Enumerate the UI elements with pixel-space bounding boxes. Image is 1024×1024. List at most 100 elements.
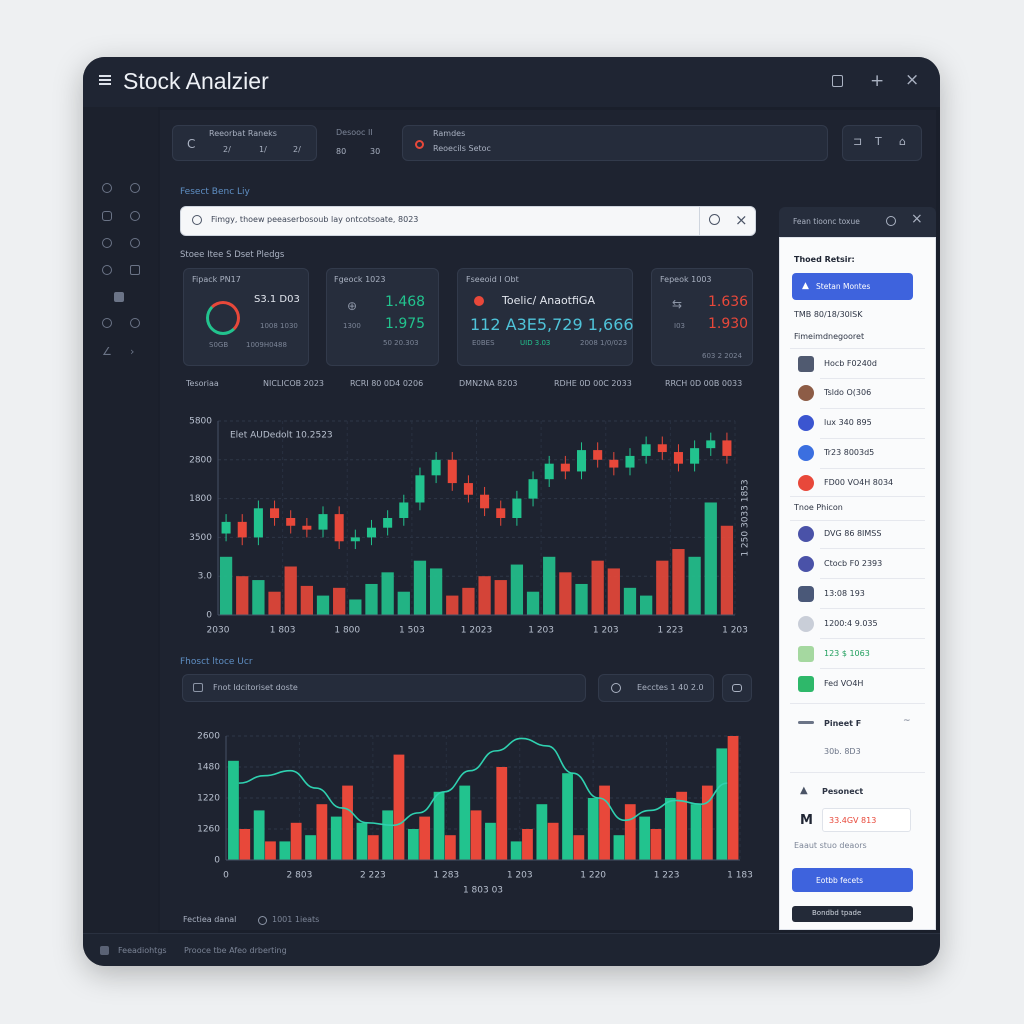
volume-bar (543, 556, 556, 615)
panel-heading: Thoed Retsir: (794, 255, 855, 264)
bar-line-chart: 2600 1480 1220 1260 00 2 803 2 223 1 283 1 203 1 … (197, 732, 753, 896)
nav-icon[interactable] (102, 265, 112, 275)
card-sub: 1300 (343, 322, 361, 330)
bar (367, 835, 379, 860)
amount-field[interactable]: 33.4GV 813 (822, 808, 911, 832)
stat-card[interactable]: Fepeok 1003 ⇆ 1.636 1.930 I03 603 2 2024 (651, 268, 753, 366)
nav-icon[interactable] (130, 318, 140, 328)
source-label: Ramdes (433, 129, 466, 138)
card-foot: 2008 1/0/023 (580, 339, 628, 347)
volume-bar (510, 564, 524, 615)
bar (664, 798, 676, 860)
nav-icon[interactable]: ∠ (102, 345, 112, 358)
nav-icon[interactable] (130, 211, 140, 221)
action-icon[interactable]: T (875, 135, 882, 148)
action-icon[interactable]: ⌂ (899, 135, 906, 148)
volume-bar (672, 549, 685, 615)
nav-icon[interactable] (130, 183, 140, 193)
bar (393, 754, 405, 860)
list-item[interactable]: Hocb F0240d (824, 359, 877, 368)
list-item[interactable]: Tsldo O(306 (824, 388, 872, 397)
list-item[interactable]: Fed VO4H (824, 679, 864, 688)
nav-icon[interactable] (102, 318, 112, 328)
candle-body (221, 521, 231, 534)
clear-button[interactable]: × (735, 211, 748, 229)
bar (510, 841, 522, 860)
menu-icon[interactable] (99, 75, 111, 77)
range-part: 2/ (223, 145, 231, 154)
panel-group: Tnoe Phicon (794, 503, 843, 512)
app-title: Stock Analzier (123, 68, 269, 94)
list-item[interactable]: 123 $ 1063 (824, 649, 870, 658)
action-icon[interactable]: ⊐ (853, 135, 863, 148)
period-part: 80 (336, 147, 347, 156)
stat-card[interactable]: Fipack PN17 S3.1 D03 1008 1030 S0GB 1009… (183, 268, 309, 366)
list-item[interactable]: FD00 VO4H 8034 (824, 478, 894, 487)
volume-bar (607, 568, 620, 615)
volume-bar (397, 591, 410, 615)
y-tick-label: 1480 (197, 763, 220, 773)
nav-icon[interactable] (102, 211, 112, 221)
nav-icon[interactable] (130, 238, 140, 248)
card-foot: 1009H0488 (246, 341, 287, 349)
panel-search[interactable] (886, 216, 896, 226)
list-item[interactable]: lux 340 895 (824, 418, 872, 427)
x-tick-label: 1 800 (334, 626, 360, 636)
search-button[interactable] (709, 214, 720, 225)
filter-input[interactable]: Fnot Idcitoriset doste (182, 674, 586, 702)
list-item[interactable]: DVG 86 8IMSS (824, 529, 882, 538)
volume-bar (688, 556, 701, 615)
primary-button[interactable]: ▲ Stetan Montes (792, 273, 913, 300)
candle-body (625, 455, 635, 468)
x-axis-label: 1 803 03 (463, 886, 503, 896)
nav-icon[interactable] (130, 265, 140, 275)
section-label: Fesect Benc Liy (180, 187, 250, 197)
stat-card[interactable]: Fgeock 1023 ⊕ 1.468 1.975 1300 50 20.303 (326, 268, 439, 366)
nav-icon[interactable] (102, 238, 112, 248)
list-item[interactable]: Tr23 8003d5 (824, 448, 875, 457)
panel-close[interactable]: × (911, 211, 923, 227)
candle-body (286, 518, 296, 526)
range-selector[interactable]: C Reeorbat Raneks 2/ 1/ 2/ (172, 125, 317, 161)
volume-bar (640, 595, 653, 615)
list-item[interactable]: 1200:4 9.035 (824, 619, 878, 628)
panel-meta: TMB 80/18/30ISK (794, 310, 863, 319)
y-tick-label: 0 (214, 856, 220, 866)
bar (470, 810, 482, 860)
footer-button[interactable]: Bondbd tpade (792, 906, 913, 922)
source-selector[interactable]: Ramdes Reoecils Setoc (402, 125, 828, 161)
candle-body (480, 494, 490, 509)
volume-bar (526, 591, 540, 615)
bar (228, 760, 239, 860)
list-item[interactable]: 13:08 193 (824, 589, 865, 598)
nav-icon[interactable]: › (130, 345, 135, 358)
candle-body (334, 514, 344, 542)
search-bar[interactable]: Fimgy, thoew peeaserbosoub lay ontcotsoa… (180, 206, 756, 236)
search-field[interactable]: Eecctes 1 40 2.0 (598, 674, 714, 702)
card-big: 112 A3E5,729 1,666 (470, 315, 634, 334)
y-tick-label: 3.0 (198, 572, 213, 582)
nav-icon[interactable] (114, 292, 124, 302)
card-foot: 50 20.303 (383, 339, 419, 347)
section-title: Pesonect (822, 787, 864, 796)
action-button[interactable]: Eotbb fecets (792, 868, 913, 892)
list-item[interactable]: Ctocb F0 2393 (824, 559, 883, 568)
x-tick-label: 2 803 (287, 871, 313, 881)
icon-add[interactable]: + (870, 71, 885, 91)
volume-bar (349, 599, 362, 615)
card-title: Fseeoid I Obt (466, 275, 519, 284)
stat-card[interactable]: Fseeoid I Obt Toelic/ AnaotfiGA 112 A3E5… (457, 268, 634, 366)
legend-item: RDHE 0D 00C 2033 (554, 379, 632, 388)
panel-group: Fimeimdnegooret (794, 332, 865, 341)
icon-lock[interactable] (832, 75, 843, 87)
volume-bar (236, 576, 249, 615)
icon-close[interactable]: × (905, 70, 920, 90)
bar (419, 816, 431, 860)
volume-bar (720, 525, 734, 615)
bar (727, 736, 739, 860)
nav-icon[interactable] (102, 183, 112, 193)
pinned-sub: 30b. 8D3 (824, 747, 861, 756)
trend-line (238, 737, 728, 827)
toggle-button[interactable] (722, 674, 752, 702)
